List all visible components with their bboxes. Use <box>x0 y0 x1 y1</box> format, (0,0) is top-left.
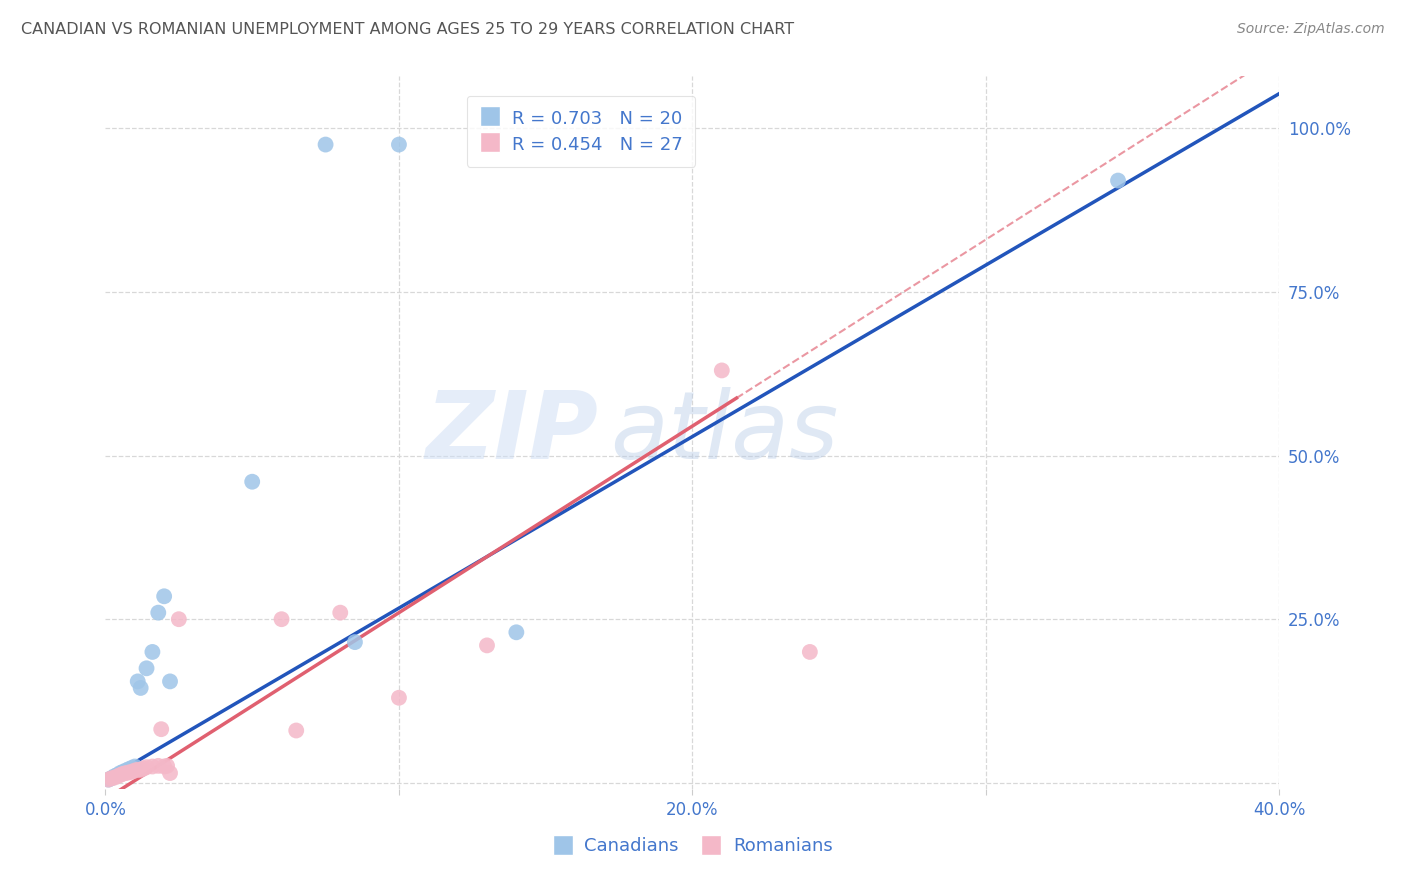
Point <box>103 771 125 785</box>
Point <box>97 772 120 787</box>
Point <box>153 589 176 603</box>
Point <box>156 759 179 773</box>
Point <box>132 762 155 776</box>
Point <box>108 766 131 780</box>
Point <box>105 769 128 783</box>
Point <box>118 762 141 776</box>
Point <box>343 635 366 649</box>
Point <box>1107 173 1129 187</box>
Point <box>388 137 411 152</box>
Point <box>127 674 149 689</box>
Point <box>135 760 157 774</box>
Point <box>159 766 181 780</box>
Text: CANADIAN VS ROMANIAN UNEMPLOYMENT AMONG AGES 25 TO 29 YEARS CORRELATION CHART: CANADIAN VS ROMANIAN UNEMPLOYMENT AMONG … <box>21 22 794 37</box>
Point <box>115 764 138 778</box>
Point <box>329 606 352 620</box>
Point <box>240 475 263 489</box>
Point <box>121 761 143 775</box>
Point <box>129 681 152 695</box>
Point <box>127 763 149 777</box>
Point <box>167 612 190 626</box>
Point <box>285 723 308 738</box>
Point <box>112 764 135 779</box>
Point <box>97 772 120 787</box>
Point <box>135 661 157 675</box>
Point <box>315 137 337 152</box>
Point <box>124 764 146 778</box>
Point <box>100 772 122 786</box>
Point <box>129 763 152 777</box>
Point <box>108 768 131 782</box>
Point <box>475 639 498 653</box>
Point <box>148 759 170 773</box>
Point <box>505 625 527 640</box>
Point <box>153 759 176 773</box>
Point <box>124 759 146 773</box>
Point <box>799 645 821 659</box>
Point <box>270 612 292 626</box>
Text: atlas: atlas <box>610 387 838 478</box>
Point <box>112 766 135 780</box>
Point <box>148 606 170 620</box>
Legend: Canadians, Romanians: Canadians, Romanians <box>544 830 841 863</box>
Point <box>159 674 181 689</box>
Point <box>150 722 173 736</box>
Text: Source: ZipAtlas.com: Source: ZipAtlas.com <box>1237 22 1385 37</box>
Point <box>100 772 122 786</box>
Point <box>710 363 733 377</box>
Point <box>118 765 141 780</box>
Point <box>121 764 143 779</box>
Point <box>103 769 125 783</box>
Point <box>141 645 163 659</box>
Point <box>105 768 128 782</box>
Point <box>388 690 411 705</box>
Point <box>115 766 138 780</box>
Point <box>141 759 163 773</box>
Text: ZIP: ZIP <box>426 386 599 479</box>
